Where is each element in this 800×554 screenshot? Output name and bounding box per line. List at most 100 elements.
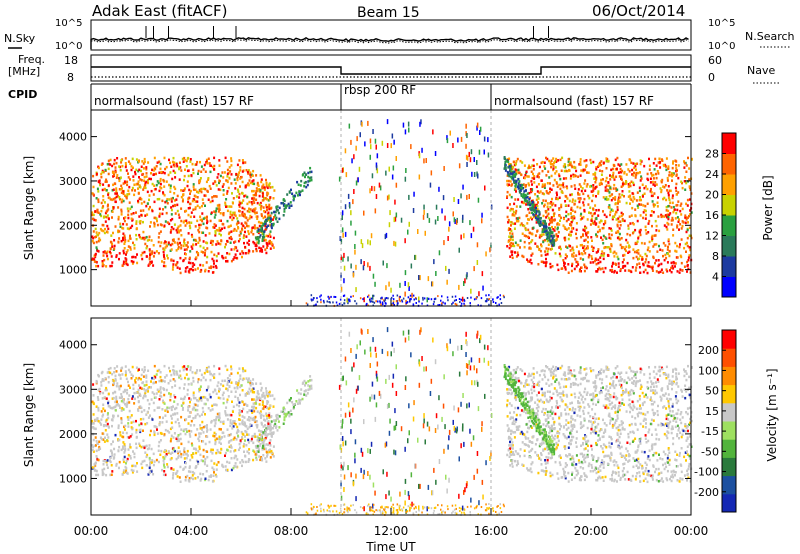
velocity-cell xyxy=(269,423,272,426)
power-cell xyxy=(437,304,439,307)
power-cell xyxy=(209,187,212,190)
power-cell xyxy=(195,163,198,166)
power-cell xyxy=(513,214,516,217)
power-cell xyxy=(640,241,643,245)
power-cell xyxy=(621,261,624,264)
power-cell xyxy=(260,227,263,230)
velocity-cell xyxy=(241,437,244,440)
velocity-cell xyxy=(217,418,220,422)
power-cell xyxy=(573,166,576,170)
power-cell xyxy=(385,232,388,238)
power-cell xyxy=(640,177,643,180)
power-cell xyxy=(182,193,185,196)
power-cell xyxy=(245,235,248,238)
power-cell xyxy=(264,197,267,200)
power-cell xyxy=(175,228,178,232)
power-cell xyxy=(107,193,110,196)
power-cell xyxy=(623,195,625,198)
power-cell xyxy=(621,193,624,197)
power-cell xyxy=(286,193,289,196)
power-cell xyxy=(199,263,202,267)
power-cell xyxy=(246,219,249,222)
power-cell xyxy=(164,264,167,268)
velocity-cell xyxy=(148,458,151,461)
power-cell xyxy=(687,259,690,262)
velocity-cell xyxy=(176,475,179,478)
power-cell xyxy=(652,210,655,214)
velocity-cell xyxy=(188,397,191,400)
power-cell xyxy=(264,210,267,214)
power-cell xyxy=(580,235,583,239)
power-cell xyxy=(166,257,169,260)
velocity-cell xyxy=(268,414,271,417)
power-cell xyxy=(592,261,595,264)
power-cell xyxy=(151,168,154,172)
power-cell xyxy=(149,253,151,257)
power-cell xyxy=(537,197,540,200)
power-cell xyxy=(239,252,242,256)
velocity-cell xyxy=(131,427,134,431)
power-cell xyxy=(646,187,649,191)
power-cell xyxy=(623,219,626,223)
power-cell xyxy=(558,223,561,226)
velocity-cell xyxy=(105,460,108,464)
power-cell xyxy=(190,233,193,237)
velocity-cell xyxy=(259,458,262,462)
velocity-cell xyxy=(202,431,205,434)
power-cell xyxy=(567,271,570,274)
power-cell xyxy=(455,219,458,225)
power-cell xyxy=(219,242,222,246)
power-cell xyxy=(200,190,203,194)
power-cell xyxy=(629,202,631,205)
velocity-cell xyxy=(184,432,187,436)
velocity-cell xyxy=(219,383,222,386)
power-cell xyxy=(299,190,302,194)
power-cell xyxy=(566,197,569,200)
power-cell xyxy=(192,171,195,175)
power-cell xyxy=(290,204,293,207)
velocity-cell xyxy=(107,371,110,374)
power-cell xyxy=(531,207,534,210)
power-cell xyxy=(269,196,272,199)
power-cell xyxy=(573,216,576,220)
power-cell xyxy=(638,257,641,260)
power-cell xyxy=(156,223,159,227)
power-cell xyxy=(282,202,284,205)
power-cell xyxy=(208,184,211,188)
power-cell xyxy=(164,205,167,209)
power-cell xyxy=(213,226,216,229)
power-cell xyxy=(582,192,585,196)
power-cell xyxy=(620,237,623,240)
power-cell xyxy=(143,179,146,182)
power-cell xyxy=(512,165,515,169)
power-cell xyxy=(247,182,250,185)
power-cell xyxy=(615,252,618,255)
power-cell xyxy=(608,247,611,251)
power-cell xyxy=(667,196,670,200)
power-cell xyxy=(526,222,529,225)
power-cell xyxy=(129,248,132,251)
velocity-cell xyxy=(232,438,235,441)
power-cell xyxy=(316,297,318,300)
power-cell xyxy=(650,210,653,213)
power-cell xyxy=(617,171,620,174)
power-cell xyxy=(233,213,236,216)
power-cell xyxy=(152,193,155,196)
power-cell xyxy=(173,203,176,207)
power-cell xyxy=(419,275,421,281)
power-cell xyxy=(655,224,658,228)
power-cell xyxy=(609,178,612,181)
velocity-cell xyxy=(238,404,241,408)
power-cell xyxy=(319,295,321,298)
power-cell xyxy=(529,166,532,169)
power-cell xyxy=(206,255,209,259)
power-cell xyxy=(237,239,240,243)
power-cell xyxy=(667,238,670,241)
power-cell xyxy=(171,160,174,164)
power-cell xyxy=(583,269,586,273)
power-cell xyxy=(118,196,121,199)
velocity-cell xyxy=(125,431,128,435)
velocity-cell xyxy=(135,431,138,434)
power-cell xyxy=(523,190,526,193)
power-cell xyxy=(569,212,572,215)
